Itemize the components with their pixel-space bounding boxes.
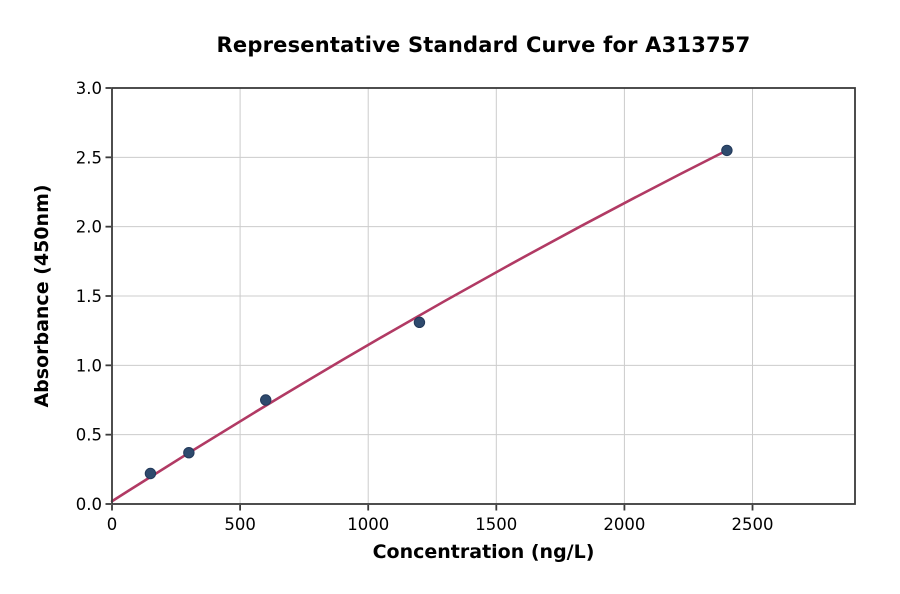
- data-point: [144, 467, 157, 480]
- x-axis-label: Concentration (ng/L): [372, 541, 595, 563]
- y-tick-label: 1.5: [76, 287, 102, 306]
- x-tick-label: 1000: [347, 515, 389, 534]
- chart-title: Representative Standard Curve for A31375…: [216, 33, 751, 57]
- y-tick-label: 0.0: [76, 495, 102, 514]
- x-tick-label: 0: [107, 515, 118, 534]
- y-tick-label: 3.0: [76, 79, 102, 98]
- x-tick-label: 2500: [732, 515, 774, 534]
- y-tick-label: 0.5: [76, 426, 102, 445]
- data-point: [721, 144, 733, 157]
- y-tick-label: 2.5: [76, 148, 102, 167]
- x-tick-label: 500: [224, 515, 256, 534]
- fit-line: [110, 149, 729, 503]
- y-tick-label: 1.0: [76, 356, 102, 375]
- data-point: [183, 446, 195, 459]
- x-tick-label: 1500: [475, 515, 517, 534]
- y-axis-label: Absorbance (450nm): [31, 184, 53, 408]
- data-point: [413, 316, 426, 329]
- data-point: [260, 394, 272, 406]
- plot-frame: [111, 87, 856, 505]
- x-tick-label: 2000: [603, 515, 645, 534]
- y-tick-label: 2.0: [76, 218, 102, 237]
